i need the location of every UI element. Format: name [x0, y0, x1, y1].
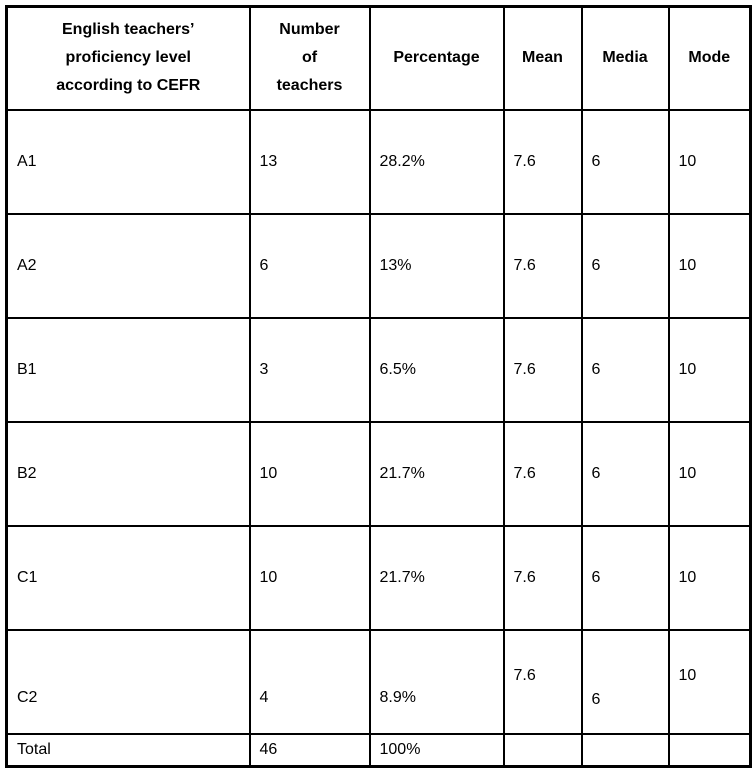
cell-percentage: 100% [368, 732, 505, 768]
cell-mode: 10 [667, 628, 752, 735]
cell-mean: 7.6 [502, 212, 583, 319]
header-mean: Mean [502, 5, 583, 111]
cell-mean: 7.6 [502, 628, 583, 735]
cell-teachers: 10 [248, 524, 371, 631]
cell-percentage: 21.7% [368, 420, 505, 527]
cell-teachers: 13 [248, 108, 371, 215]
cell-percentage: 28.2% [368, 108, 505, 215]
cell-level: A1 [5, 108, 251, 215]
cell-teachers: 10 [248, 420, 371, 527]
table-row-c1: C1 10 21.7% 7.6 6 10 [5, 524, 752, 631]
cell-mode: 10 [667, 108, 752, 215]
cell-mean: 7.6 [502, 316, 583, 423]
cell-media [580, 732, 670, 768]
cell-level: Total [5, 732, 251, 768]
cell-level: B1 [5, 316, 251, 423]
cell-percentage: 13% [368, 212, 505, 319]
table-row-a1: A1 13 28.2% 7.6 6 10 [5, 108, 752, 215]
header-level: English teachers’ proficiency level acco… [5, 5, 251, 111]
cell-mean [502, 732, 583, 768]
cell-media: 6 [580, 212, 670, 319]
cell-media: 6 [580, 316, 670, 423]
cell-media: 6 [580, 628, 670, 735]
header-percentage: Percentage [368, 5, 505, 111]
cell-percentage: 8.9% [368, 628, 505, 735]
cell-media: 6 [580, 420, 670, 527]
cell-mode: 10 [667, 316, 752, 423]
cell-mean: 7.6 [502, 108, 583, 215]
cell-teachers: 3 [248, 316, 371, 423]
header-mode: Mode [667, 5, 752, 111]
table-header-row: English teachers’ proficiency level acco… [5, 5, 752, 111]
cell-mode: 10 [667, 212, 752, 319]
table-row-a2: A2 6 13% 7.6 6 10 [5, 212, 752, 319]
cell-percentage: 21.7% [368, 524, 505, 631]
cell-level: C2 [5, 628, 251, 735]
table-row-c2: C2 4 8.9% 7.6 6 10 [5, 628, 752, 735]
cell-mode: 10 [667, 524, 752, 631]
cell-mode [667, 732, 752, 768]
cell-media: 6 [580, 108, 670, 215]
table-row-b2: B2 10 21.7% 7.6 6 10 [5, 420, 752, 527]
table-row-total: Total 46 100% [5, 732, 752, 768]
cell-teachers: 6 [248, 212, 371, 319]
proficiency-table: English teachers’ proficiency level acco… [5, 5, 752, 768]
header-media: Media [580, 5, 670, 111]
table-row-b1: B1 3 6.5% 7.6 6 10 [5, 316, 752, 423]
cell-mean: 7.6 [502, 524, 583, 631]
cell-teachers: 46 [248, 732, 371, 768]
cell-mean: 7.6 [502, 420, 583, 527]
cell-level: C1 [5, 524, 251, 631]
cell-level: A2 [5, 212, 251, 319]
header-teachers: Number of teachers [248, 5, 371, 111]
cell-level: B2 [5, 420, 251, 527]
cell-media: 6 [580, 524, 670, 631]
cell-percentage: 6.5% [368, 316, 505, 423]
cell-mode: 10 [667, 420, 752, 527]
cell-teachers: 4 [248, 628, 371, 735]
